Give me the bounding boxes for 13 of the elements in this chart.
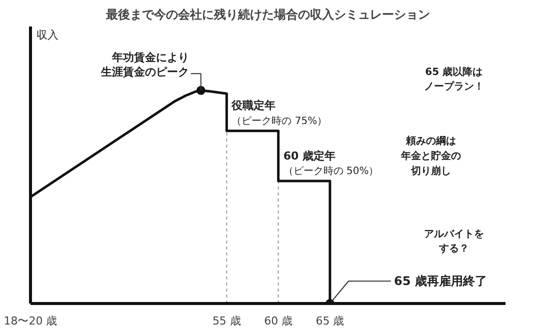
annotation: 65 歳以降はノープラン！: [424, 66, 484, 93]
annotation: 役職定年（ピーク時の 75%）: [230, 99, 328, 127]
annotation: アルバイトをする？: [424, 228, 484, 255]
x-tick-label: 18〜20 歳: [4, 314, 58, 328]
chart-title: 最後まで今の会社に残り続けた場合の収入シミュレーション: [105, 8, 430, 22]
annotation: 65 歳再雇用終了: [394, 274, 487, 288]
annotation: 60 歳定年（ピーク時の 50%）: [283, 149, 379, 178]
x-tick-label: 65 歳: [316, 314, 344, 328]
x-tick-label: 55 歳: [212, 314, 241, 328]
annotation: 年功賃金により生涯賃金のピーク: [100, 50, 189, 79]
annotation: 頼みの綱は年金と貯金の切り崩し: [400, 135, 462, 177]
y-axis-title: 収入: [36, 28, 58, 42]
x-tick-label: 60 歳: [264, 314, 293, 328]
